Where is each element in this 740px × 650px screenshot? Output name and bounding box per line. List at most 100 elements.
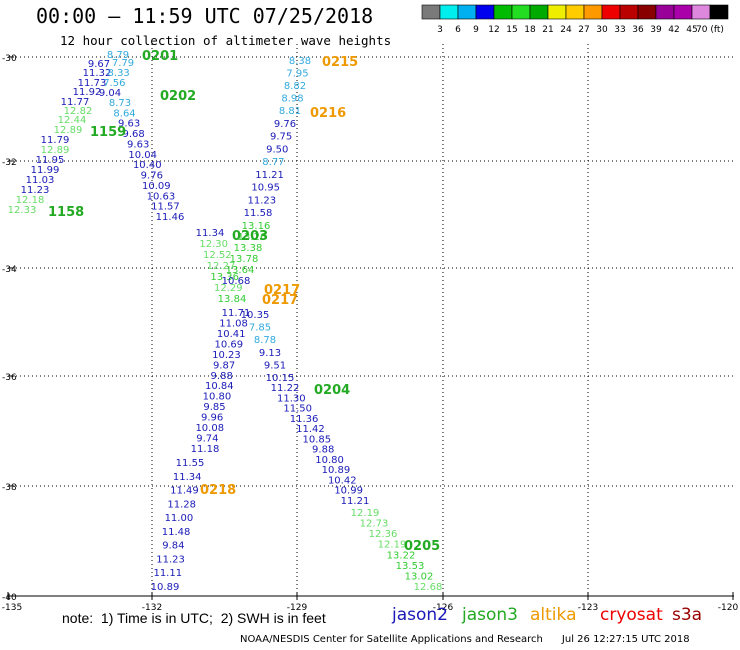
wave-height-value: 10.68 bbox=[222, 276, 251, 287]
time-label: 0205 bbox=[404, 539, 440, 554]
wave-height-value: 11.34 bbox=[173, 472, 202, 483]
latitude-label: -32 bbox=[2, 158, 17, 168]
wave-height-value: 10.04 bbox=[128, 150, 157, 161]
wave-height-value: 10.35 bbox=[241, 310, 270, 321]
wave-height-value: 10.89 bbox=[322, 465, 351, 476]
wave-height-value: 11.50 bbox=[283, 404, 312, 415]
wave-height-value: 11.55 bbox=[176, 458, 205, 469]
wave-height-value: 10.84 bbox=[205, 381, 234, 392]
wave-height-value: 11.03 bbox=[26, 175, 55, 186]
wave-height-value: 10.42 bbox=[328, 475, 357, 486]
wave-height-value: 13.36 bbox=[210, 272, 239, 283]
color-swatch bbox=[709, 4, 729, 20]
wave-height-value: 8.73 bbox=[109, 98, 131, 109]
color-swatch bbox=[511, 4, 531, 20]
wave-height-value: 10.08 bbox=[195, 423, 224, 434]
wave-height-value: 8.64 bbox=[113, 108, 135, 119]
wave-height-value: 8.78 bbox=[254, 335, 276, 346]
wave-height-value: 10.63 bbox=[147, 191, 176, 202]
wave-height-value: 10.95 bbox=[251, 183, 280, 194]
time-label: 0215 bbox=[322, 55, 358, 70]
wave-height-value: 7.56 bbox=[103, 78, 125, 89]
wave-height-value: 8.98 bbox=[281, 94, 303, 105]
color-scale-label: 70 (ft) bbox=[696, 25, 724, 35]
map-grid bbox=[7, 44, 734, 600]
wave-height-value: 10.40 bbox=[133, 160, 162, 171]
color-swatch bbox=[547, 4, 567, 20]
color-scale-label: 9 bbox=[473, 25, 479, 35]
longitude-label: -126 bbox=[433, 603, 454, 613]
latitude-labels: -30 -32 -34 -36 -38 -40 bbox=[2, 54, 17, 603]
wave-height-value: 13.78 bbox=[230, 254, 259, 265]
color-scale-label: 39 bbox=[650, 25, 662, 35]
wave-height-value: 9.85 bbox=[203, 402, 225, 413]
wave-height-value: 9.96 bbox=[201, 413, 223, 424]
wave-height-value: 12.30 bbox=[199, 239, 228, 250]
page-subtitle: 12 hour collection of altimeter wave hei… bbox=[60, 33, 392, 48]
legend-jason2: jason2 bbox=[392, 605, 448, 625]
wave-height-value: 11.11 bbox=[153, 568, 182, 579]
wave-height-value: 11.30 bbox=[277, 393, 306, 404]
wave-height-value: 9.84 bbox=[162, 541, 184, 552]
wave-height-value: 9.74 bbox=[196, 434, 218, 445]
wave-height-value: 13.16 bbox=[242, 221, 271, 232]
wave-height-value: 13.38 bbox=[234, 243, 263, 254]
time-label: 0202 bbox=[160, 89, 196, 104]
wave-height-value: 9.75 bbox=[270, 132, 292, 143]
color-scale-swatches bbox=[421, 4, 729, 20]
wave-height-value: 8.79 bbox=[107, 50, 129, 61]
page-title: 00:00 – 11:59 UTC 07/25/2018 bbox=[36, 4, 374, 28]
wave-height-value: 11.71 bbox=[222, 308, 251, 319]
latitude-label: -34 bbox=[2, 265, 17, 275]
wave-height-value: 13.84 bbox=[218, 294, 247, 305]
wave-height-value: 11.36 bbox=[290, 414, 319, 425]
wave-height-value: 9.68 bbox=[123, 129, 145, 140]
wave-height-value: 9.76 bbox=[274, 119, 296, 130]
wave-height-value: 10.41 bbox=[217, 329, 246, 340]
color-scale-label: 27 bbox=[578, 25, 589, 35]
wave-height-values: 8.799.6711.3211.7311.9211.7712.8212.4412… bbox=[8, 50, 443, 593]
wave-height-value: 10.69 bbox=[215, 339, 244, 350]
wave-height-value: 11.00 bbox=[165, 513, 194, 524]
wave-height-value: 11.23 bbox=[21, 185, 50, 196]
wave-height-value: 11.23 bbox=[248, 195, 277, 206]
legend-s3a: s3a bbox=[672, 605, 703, 625]
legend-altika: altika bbox=[530, 605, 577, 625]
wave-height-value: 9.13 bbox=[259, 348, 281, 359]
wave-height-value: 12.68 bbox=[414, 582, 443, 593]
wave-height-value: 11.48 bbox=[162, 527, 191, 538]
color-swatch bbox=[655, 4, 675, 20]
wave-height-value: 7.95 bbox=[286, 69, 308, 80]
wave-height-value: 8.77 bbox=[262, 157, 284, 168]
wave-height-value: 10.89 bbox=[151, 582, 180, 593]
legend-cryosat: cryosat bbox=[600, 605, 663, 625]
note-text: note: 1) Time is in UTC; 2) SWH is in fe… bbox=[62, 610, 326, 626]
wave-height-value: 10.80 bbox=[203, 392, 232, 403]
color-scale-label: 18 bbox=[524, 25, 536, 35]
wave-height-value: 8.33 bbox=[108, 68, 130, 79]
wave-height-value: 10.23 bbox=[212, 350, 241, 361]
latitude-label: -30 bbox=[2, 54, 17, 64]
color-swatch bbox=[601, 4, 621, 20]
wave-height-value: 9.67 bbox=[88, 59, 110, 70]
color-swatch bbox=[439, 4, 459, 20]
wave-height-value: 12.36 bbox=[369, 529, 398, 540]
color-swatch bbox=[619, 4, 639, 20]
wave-height-value: 11.92 bbox=[73, 87, 102, 98]
color-scale-label: 15 bbox=[506, 25, 517, 35]
color-swatch bbox=[583, 4, 603, 20]
wave-height-value: 12.29 bbox=[214, 283, 243, 294]
longitude-label: -123 bbox=[578, 603, 598, 613]
wave-height-value: 7.85 bbox=[249, 323, 271, 334]
wave-height-value: 13.02 bbox=[405, 571, 434, 582]
wave-height-value: 7.79 bbox=[112, 58, 134, 69]
wave-height-value: 9.04 bbox=[99, 88, 121, 99]
wave-height-value: 13.26 bbox=[238, 232, 267, 243]
longitude-labels: -135 -132 -129 -126 -123 -120 bbox=[2, 603, 739, 613]
wave-height-value: 12.82 bbox=[64, 106, 93, 117]
time-label: 0218 bbox=[200, 483, 236, 498]
wave-height-value: 11.73 bbox=[78, 78, 107, 89]
wave-height-value: 8.38 bbox=[289, 56, 311, 67]
